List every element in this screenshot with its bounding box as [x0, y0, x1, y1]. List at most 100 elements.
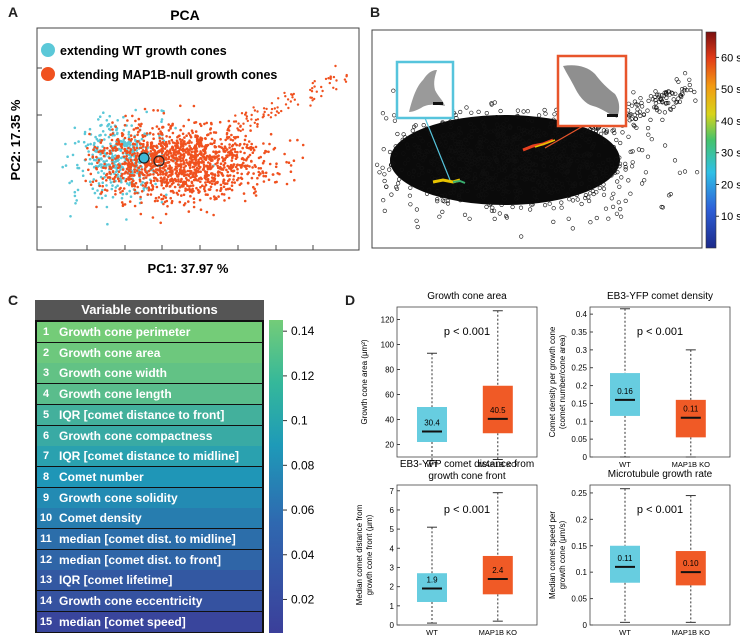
map1b-point	[108, 152, 112, 155]
comet-point	[561, 138, 566, 143]
comet-point	[459, 186, 464, 191]
comet-point	[408, 202, 413, 207]
boxplot-y-tick-label: 0.2	[576, 382, 588, 391]
comet-point	[462, 212, 468, 217]
comet-point	[601, 192, 607, 197]
contribution-label: median [comet dist. to midline]	[59, 532, 236, 546]
map1b-point	[273, 146, 277, 150]
map1b-point	[211, 177, 215, 180]
boxplot-ylabel: (comet number/cone area)	[558, 335, 567, 430]
comet-point	[499, 145, 504, 150]
map1b-point	[250, 113, 253, 117]
map1b-point	[191, 184, 195, 187]
map1b-point	[239, 150, 242, 154]
comet-point	[528, 168, 533, 173]
comet-point	[453, 142, 458, 147]
comet-point	[496, 168, 501, 173]
comet-point	[573, 181, 578, 186]
map1b-point	[194, 168, 198, 172]
map1b-point	[133, 148, 137, 152]
comet-point	[381, 147, 386, 152]
comet-point	[562, 144, 567, 149]
map1b-point	[89, 183, 93, 186]
map1b-point	[288, 139, 292, 142]
boxplot-title: Growth cone area	[427, 291, 507, 302]
map1b-point	[187, 200, 190, 203]
map1b-point	[235, 153, 239, 157]
map1b-point	[213, 139, 216, 142]
map1b-point	[179, 140, 183, 143]
comet-point	[666, 100, 671, 106]
comet-point	[484, 139, 489, 144]
wt-point	[108, 178, 112, 181]
comet-point	[451, 190, 456, 195]
map1b-point	[96, 161, 99, 165]
map1b-point	[160, 183, 163, 187]
comet-point	[575, 153, 580, 158]
comet-point	[554, 155, 559, 160]
comet-point	[529, 202, 534, 207]
map1b-point	[152, 173, 155, 176]
comet-point	[599, 166, 604, 172]
map1b-point	[129, 134, 133, 137]
map1b-point	[250, 118, 253, 121]
comet-point	[592, 142, 597, 147]
map1b-point	[251, 146, 255, 150]
map1b-point	[232, 120, 236, 123]
map1b-point	[177, 189, 181, 193]
comet-point	[553, 150, 558, 155]
contribution-tick-label: 0.06	[291, 503, 315, 517]
map1b-point	[145, 132, 149, 135]
map1b-point	[129, 139, 133, 142]
comet-point	[489, 148, 494, 153]
comet-point	[579, 181, 584, 186]
map1b-point	[125, 151, 129, 155]
comet-point	[435, 199, 440, 204]
comet-point	[668, 192, 673, 197]
map1b-point	[257, 167, 261, 170]
map1b-point	[225, 182, 229, 185]
map1b-point	[121, 189, 124, 193]
map1b-point	[183, 136, 186, 139]
comet-point	[482, 181, 488, 186]
map1b-point	[204, 181, 207, 184]
comet-point	[466, 166, 471, 171]
comet-point	[494, 158, 499, 163]
map1b-point	[87, 153, 91, 157]
comet-point	[542, 156, 547, 161]
map1b-point	[249, 145, 253, 149]
map1b-point	[207, 180, 211, 184]
map1b-point	[149, 150, 153, 153]
comet-point	[502, 182, 508, 187]
map1b-point	[192, 165, 196, 168]
map1b-inset-connector	[544, 124, 586, 149]
map1b-point	[223, 182, 227, 185]
map1b-point	[332, 75, 336, 79]
comet-point	[506, 158, 511, 163]
map1b-point	[267, 150, 270, 154]
boxplot-median-label: 40.5	[490, 406, 506, 415]
map1b-point	[232, 169, 236, 173]
map1b-point	[166, 181, 170, 185]
comet-point	[456, 192, 461, 197]
wt-point	[91, 187, 95, 190]
map1b-point	[205, 145, 209, 148]
comet-point	[543, 203, 548, 208]
comet-point	[476, 193, 481, 198]
comet-point	[457, 126, 462, 131]
comet-point	[513, 159, 518, 164]
map1b-point	[131, 114, 134, 118]
map1b-point	[225, 148, 229, 151]
wt-point	[174, 126, 177, 130]
map1b-point	[192, 197, 196, 200]
comet-point	[596, 163, 601, 168]
comet-point	[643, 170, 649, 175]
comet-point	[442, 136, 447, 141]
comet-point	[585, 163, 590, 168]
comet-point	[505, 149, 510, 154]
wt-point	[145, 110, 148, 114]
map1b-point	[270, 102, 274, 105]
comet-point	[527, 159, 532, 165]
comet-point	[515, 114, 520, 119]
map1b-point	[241, 128, 245, 131]
